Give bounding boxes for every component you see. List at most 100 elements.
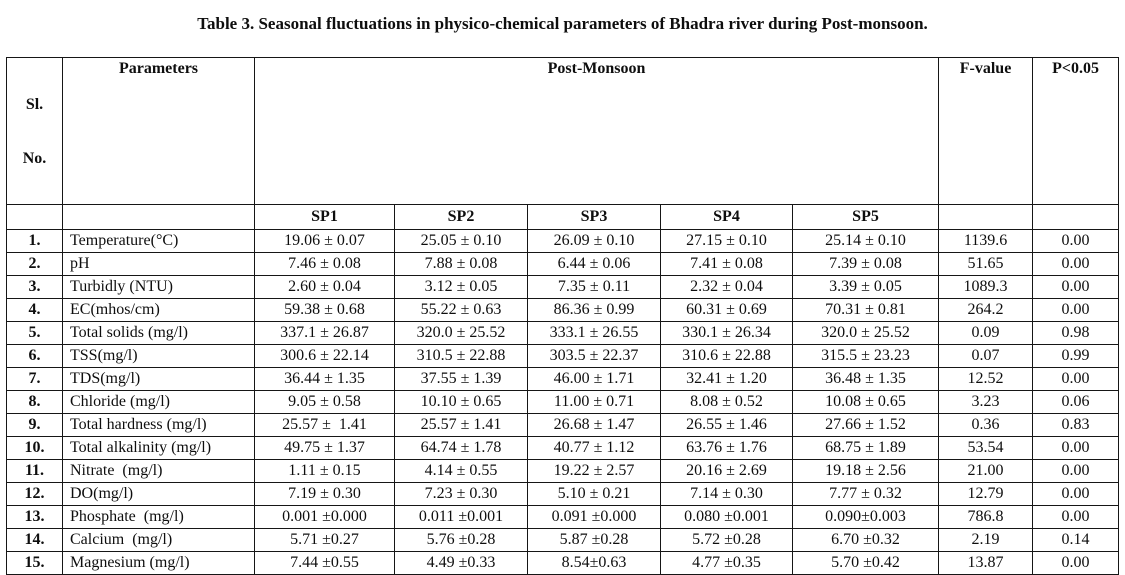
p-value-cell: 0.00 (1032, 459, 1120, 483)
sp5-value-cell: 0.090±0.003 (791, 505, 940, 529)
sl-no-cell: 13. (6, 505, 63, 529)
header-sl-no: Sl. No. (6, 57, 63, 205)
sp5-value-cell: 68.75 ± 1.89 (791, 436, 940, 460)
sp5-value-cell: 36.48 ± 1.35 (791, 367, 940, 391)
table-row: 14. Calcium (mg/l) 5.71 ±0.27 5.76 ±0.28 5.8… (6, 528, 1120, 552)
sp4-value-cell: 0.080 ±0.001 (660, 505, 793, 529)
p-value-cell: 0.99 (1032, 344, 1120, 368)
sl-no-cell: 12. (6, 482, 63, 506)
f-value-cell: 53.54 (938, 436, 1034, 460)
p-value-cell: 0.00 (1032, 252, 1120, 276)
f-value-cell: 1089.3 (938, 275, 1034, 299)
sp1-value-cell: 19.06 ± 0.07 (254, 229, 395, 253)
p-value-cell: 0.00 (1032, 482, 1120, 506)
sp5-value-cell: 27.66 ± 1.52 (791, 413, 940, 437)
sp4-value-cell: 7.14 ± 0.30 (660, 482, 793, 506)
table-row: 5. Total solids (mg/l) 337.1 ± 26.87 320.0 … (6, 321, 1120, 345)
f-value-cell: 21.00 (938, 459, 1034, 483)
header-row-groups: Sl. No. Parameters Post-Monsoon F-value … (6, 57, 1120, 205)
p-value-cell: 0.06 (1032, 390, 1120, 414)
header-parameters: Parameters (62, 57, 255, 205)
p-value-cell: 0.98 (1032, 321, 1120, 345)
f-value-cell: 0.09 (938, 321, 1034, 345)
table-row: 10. Total alkalinity (mg/l) 49.75 ± 1.37 64… (6, 436, 1120, 460)
sp5-value-cell: 3.39 ± 0.05 (791, 275, 940, 299)
sp2-value-cell: 7.88 ± 0.08 (394, 252, 528, 276)
sp4-value-cell: 310.6 ± 22.88 (660, 344, 793, 368)
parameter-cell: Nitrate (mg/l) (62, 459, 255, 483)
p-value-cell: 0.83 (1032, 413, 1120, 437)
sp3-value-cell: 7.35 ± 0.11 (527, 275, 661, 299)
sp4-value-cell: 2.32 ± 0.04 (660, 275, 793, 299)
table-row: 12. DO(mg/l) 7.19 ± 0.30 7.23 ± 0.30 5.10 ± … (6, 482, 1120, 506)
header-empty-f-value (938, 204, 1034, 230)
sp2-value-cell: 25.05 ± 0.10 (394, 229, 528, 253)
sl-no-cell: 10. (6, 436, 63, 460)
parameter-cell: TSS(mg/l) (62, 344, 255, 368)
table-body: 1. Temperature(°C) 19.06 ± 0.07 25.05 ± 0.1… (6, 229, 1120, 575)
sp3-value-cell: 6.44 ± 0.06 (527, 252, 661, 276)
sl-no-cell: 1. (6, 229, 63, 253)
sp4-value-cell: 63.76 ± 1.76 (660, 436, 793, 460)
f-value-cell: 13.87 (938, 551, 1034, 575)
sl-no-cell: 3. (6, 275, 63, 299)
sp3-value-cell: 11.00 ± 0.71 (527, 390, 661, 414)
header-empty-sl-no (6, 204, 63, 230)
p-value-cell: 0.00 (1032, 551, 1120, 575)
header-empty-parameters (62, 204, 255, 230)
sp3-value-cell: 46.00 ± 1.71 (527, 367, 661, 391)
parameter-cell: Calcium (mg/l) (62, 528, 255, 552)
table-row: 2. pH 7.46 ± 0.08 7.88 ± 0.08 6.44 ± 0.06 7.4… (6, 252, 1120, 276)
sl-no-cell: 14. (6, 528, 63, 552)
sl-no-cell: 15. (6, 551, 63, 575)
table-row: 4. EC(mhos/cm) 59.38 ± 0.68 55.22 ± 0.63 86.… (6, 298, 1120, 322)
parameter-cell: Chloride (mg/l) (62, 390, 255, 414)
sp1-value-cell: 300.6 ± 22.14 (254, 344, 395, 368)
parameter-cell: Magnesium (mg/l) (62, 551, 255, 575)
sp1-value-cell: 1.11 ± 0.15 (254, 459, 395, 483)
p-value-cell: 0.00 (1032, 298, 1120, 322)
sp3-value-cell: 0.091 ±0.000 (527, 505, 661, 529)
sp1-value-cell: 49.75 ± 1.37 (254, 436, 395, 460)
parameter-cell: Total solids (mg/l) (62, 321, 255, 345)
sp2-value-cell: 55.22 ± 0.63 (394, 298, 528, 322)
parameter-cell: DO(mg/l) (62, 482, 255, 506)
parameter-cell: Turbidly (NTU) (62, 275, 255, 299)
sp2-value-cell: 4.14 ± 0.55 (394, 459, 528, 483)
p-value-cell: 0.00 (1032, 367, 1120, 391)
sp1-value-cell: 5.71 ±0.27 (254, 528, 395, 552)
table-row: 1. Temperature(°C) 19.06 ± 0.07 25.05 ± 0.1… (6, 229, 1120, 253)
sp5-value-cell: 315.5 ± 23.23 (791, 344, 940, 368)
sp5-value-cell: 320.0 ± 25.52 (791, 321, 940, 345)
header-site-sp4: SP4 (660, 204, 793, 230)
sp2-value-cell: 37.55 ± 1.39 (394, 367, 528, 391)
f-value-cell: 786.8 (938, 505, 1034, 529)
sl-no-cell: 5. (6, 321, 63, 345)
sp5-value-cell: 7.77 ± 0.32 (791, 482, 940, 506)
sp1-value-cell: 7.44 ±0.55 (254, 551, 395, 575)
parameter-cell: Temperature(°C) (62, 229, 255, 253)
sp1-value-cell: 7.46 ± 0.08 (254, 252, 395, 276)
sp3-value-cell: 303.5 ± 22.37 (527, 344, 661, 368)
header-f-value: F-value (938, 57, 1034, 205)
header-site-sp2: SP2 (394, 204, 528, 230)
f-value-cell: 51.65 (938, 252, 1034, 276)
f-value-cell: 12.52 (938, 367, 1034, 391)
sp2-value-cell: 310.5 ± 22.88 (394, 344, 528, 368)
parameters-table: Sl. No. Parameters Post-Monsoon F-value … (6, 57, 1120, 575)
f-value-cell: 264.2 (938, 298, 1034, 322)
sl-no-cell: 8. (6, 390, 63, 414)
sp1-value-cell: 337.1 ± 26.87 (254, 321, 395, 345)
sp1-value-cell: 0.001 ±0.000 (254, 505, 395, 529)
table-row: 6. TSS(mg/l) 300.6 ± 22.14 310.5 ± 22.88 303… (6, 344, 1120, 368)
header-site-sp3: SP3 (527, 204, 661, 230)
sp4-value-cell: 32.41 ± 1.20 (660, 367, 793, 391)
sp5-value-cell: 7.39 ± 0.08 (791, 252, 940, 276)
sl-no-cell: 11. (6, 459, 63, 483)
sp5-value-cell: 70.31 ± 0.81 (791, 298, 940, 322)
p-value-cell: 0.00 (1032, 505, 1120, 529)
header-p-value: P<0.05 (1032, 57, 1120, 205)
header-site-sp1: SP1 (254, 204, 395, 230)
sp4-value-cell: 27.15 ± 0.10 (660, 229, 793, 253)
